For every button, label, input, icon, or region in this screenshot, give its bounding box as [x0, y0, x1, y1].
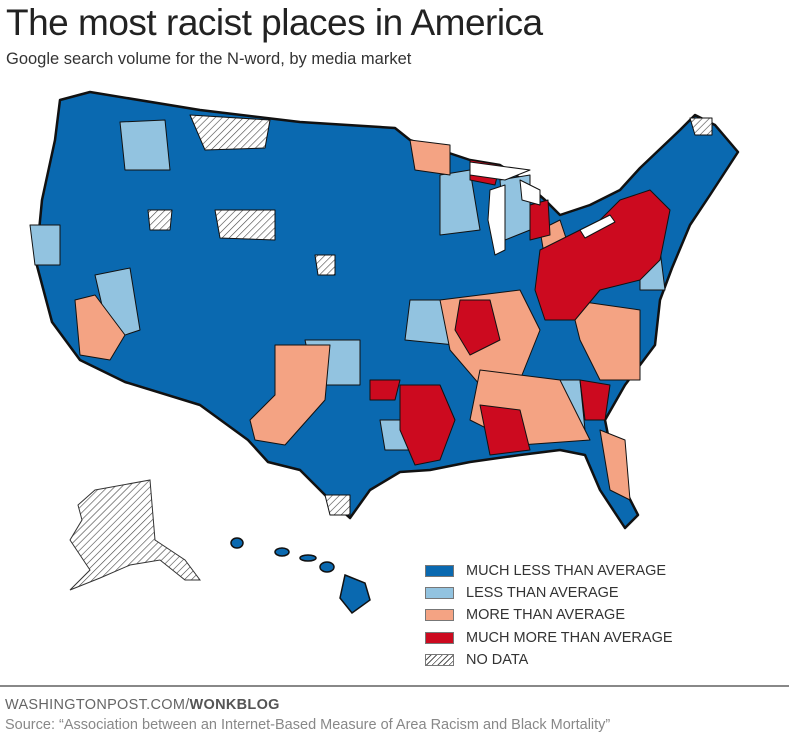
legend-swatch	[425, 631, 454, 644]
legend-item-much-more: MUCH MORE THAN AVERAGE	[425, 627, 673, 649]
hawaii	[230, 537, 371, 615]
legend: MUCH LESS THAN AVERAGE LESS THAN AVERAGE…	[425, 560, 673, 671]
legend-item-less: LESS THAN AVERAGE	[425, 582, 673, 604]
no-data-regions	[147, 114, 713, 516]
alaska	[69, 479, 201, 591]
chart-subtitle: Google search volume for the N-word, by …	[6, 50, 412, 68]
chart-title: The most racist places in America	[6, 2, 543, 43]
legend-swatch	[425, 653, 454, 666]
much-more-than-average-regions	[369, 159, 671, 466]
legend-label: MUCH LESS THAN AVERAGE	[466, 563, 667, 580]
footer-divider	[0, 685, 789, 687]
legend-label: NO DATA	[466, 651, 529, 668]
us-media-market-map	[29, 90, 740, 615]
source-note: Source: “Association between an Internet…	[5, 717, 611, 733]
legend-label: LESS THAN AVERAGE	[466, 585, 619, 602]
legend-item-more: MORE THAN AVERAGE	[425, 604, 673, 626]
legend-item-much-less: MUCH LESS THAN AVERAGE	[425, 560, 673, 582]
legend-label: MORE THAN AVERAGE	[466, 607, 625, 624]
site-domain: WASHINGTONPOST.COM/	[5, 697, 190, 713]
great-lakes	[469, 161, 616, 256]
legend-swatch	[425, 609, 454, 622]
legend-swatch	[425, 587, 454, 600]
site-section: WONKBLOG	[189, 697, 280, 713]
legend-item-no-data: NO DATA	[425, 649, 673, 671]
site-credit: WASHINGTONPOST.COM/WONKBLOG	[5, 697, 280, 713]
legend-label: MUCH MORE THAN AVERAGE	[466, 629, 673, 646]
legend-swatch	[425, 565, 454, 578]
